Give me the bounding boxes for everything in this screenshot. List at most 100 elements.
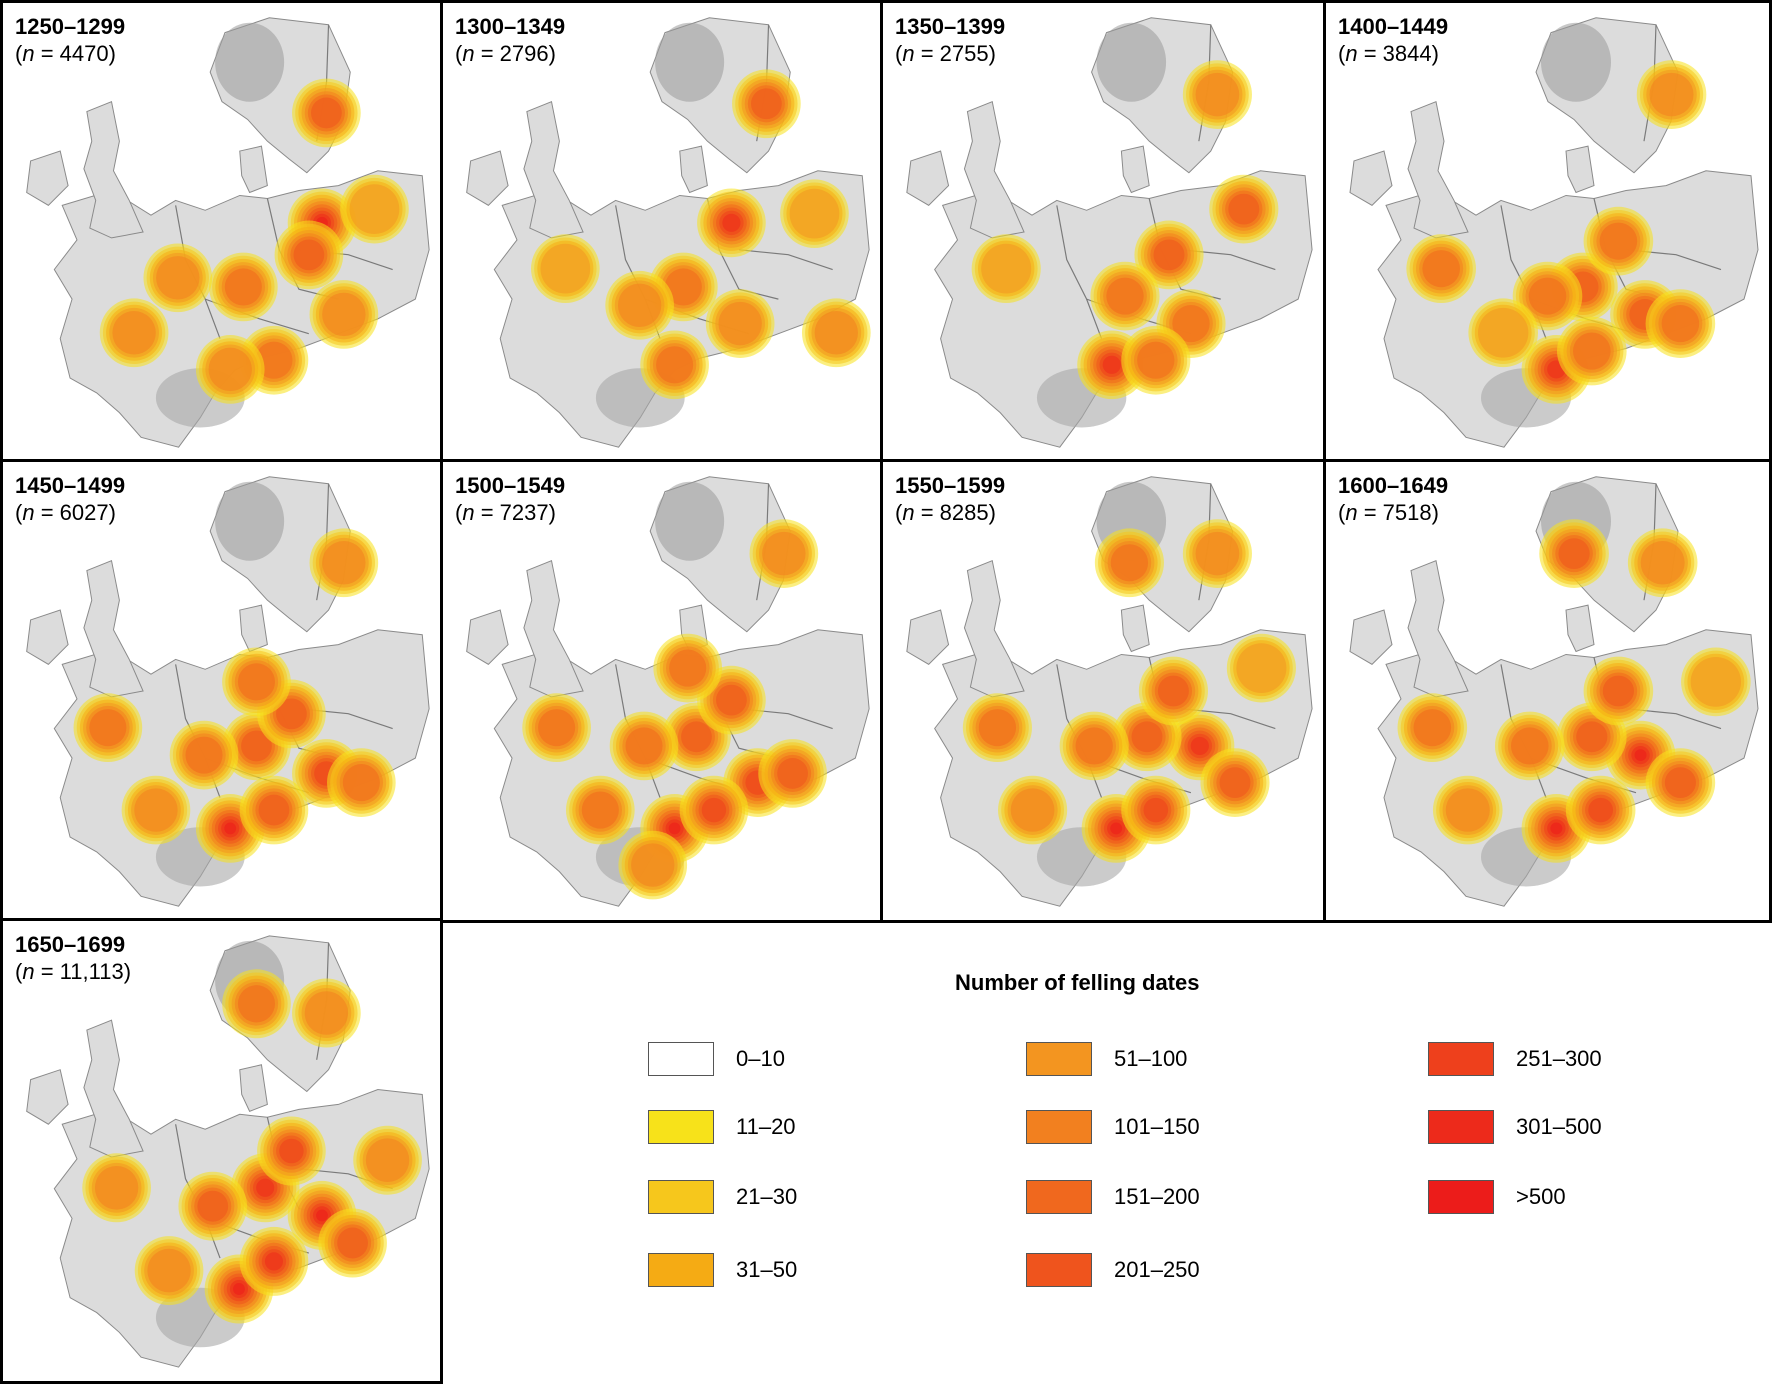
panel-count: (n = 8285) bbox=[895, 500, 996, 525]
map-svg bbox=[26, 476, 430, 907]
n-var: n bbox=[1345, 500, 1358, 525]
density-hotspot bbox=[1690, 656, 1742, 707]
panel-period: 1550–1599 bbox=[895, 473, 1006, 498]
land-shape bbox=[523, 101, 584, 239]
density-hotspot bbox=[668, 822, 681, 835]
density-hotspot bbox=[279, 1138, 304, 1164]
land-shape bbox=[83, 101, 144, 239]
land-shape bbox=[1565, 604, 1595, 653]
legend-swatch bbox=[1026, 1110, 1092, 1144]
land-shape bbox=[466, 150, 509, 206]
n-value: 2796 bbox=[499, 41, 549, 66]
map-panel: 1450–1499 (n = 6027) bbox=[0, 459, 443, 923]
density-hotspot bbox=[1413, 709, 1452, 747]
density-hotspot bbox=[1510, 727, 1549, 765]
land-shape bbox=[1407, 101, 1469, 239]
panel-period: 1650–1699 bbox=[15, 932, 126, 957]
n-value: 7237 bbox=[499, 500, 549, 525]
density-hotspot bbox=[237, 663, 276, 701]
land-shape bbox=[523, 560, 584, 698]
density-hotspot bbox=[1599, 222, 1638, 260]
relief-shade bbox=[215, 22, 285, 102]
density-hotspot bbox=[1075, 727, 1113, 765]
legend-swatch bbox=[648, 1180, 714, 1214]
panel-label: 1600–1649 (n = 7518) bbox=[1338, 472, 1448, 526]
panel-label: 1450–1499 (n = 6027) bbox=[15, 472, 125, 526]
country-border bbox=[738, 249, 833, 271]
density-hotspot bbox=[112, 311, 156, 355]
land-shape bbox=[963, 560, 1025, 698]
density-hotspot bbox=[617, 283, 662, 327]
density-hotspot bbox=[1131, 721, 1163, 753]
legend-swatch bbox=[1428, 1110, 1494, 1144]
density-hotspot bbox=[1236, 643, 1287, 693]
panel-period: 1250–1299 bbox=[15, 14, 126, 39]
land-shape bbox=[1120, 145, 1150, 194]
land-shape bbox=[26, 1069, 69, 1125]
map-svg bbox=[466, 476, 870, 907]
density-hotspot bbox=[1172, 305, 1210, 343]
panel-label: 1300–1349 (n = 2796) bbox=[455, 13, 565, 67]
n-value: 7518 bbox=[1382, 500, 1432, 525]
density-hotspot bbox=[1661, 305, 1700, 343]
density-hotspot bbox=[1110, 822, 1123, 835]
panel-period: 1600–1649 bbox=[1338, 473, 1449, 498]
map-svg bbox=[26, 17, 430, 448]
panel-label: 1400–1449 (n = 3844) bbox=[1338, 13, 1448, 67]
density-hotspot bbox=[1195, 531, 1240, 576]
relief-shade bbox=[215, 481, 285, 561]
n-value: 3844 bbox=[1382, 41, 1432, 66]
density-hotspot bbox=[134, 788, 178, 832]
density-hotspot bbox=[540, 243, 591, 294]
legend-swatch bbox=[1428, 1180, 1494, 1214]
density-hotspot bbox=[1640, 541, 1685, 585]
land-shape bbox=[963, 101, 1025, 239]
density-hotspot bbox=[224, 268, 262, 306]
panel-count: (n = 7518) bbox=[1338, 500, 1439, 525]
density-hotspot bbox=[1106, 277, 1144, 315]
density-hotspot bbox=[147, 1248, 191, 1293]
map-svg bbox=[1349, 476, 1759, 907]
legend-swatch bbox=[648, 1110, 714, 1144]
legend-title: Number of felling dates bbox=[955, 970, 1200, 995]
density-hotspot bbox=[718, 301, 762, 346]
density-hotspot bbox=[1157, 675, 1189, 707]
density-hotspot bbox=[762, 531, 806, 576]
density-hotspot bbox=[365, 1138, 410, 1183]
legend-swatch bbox=[1026, 1180, 1092, 1214]
density-hotspot bbox=[1576, 721, 1608, 753]
n-var: n bbox=[22, 959, 35, 984]
density-hotspot bbox=[1634, 749, 1647, 762]
density-hotspot bbox=[255, 341, 293, 379]
legend-label: 151–200 bbox=[1114, 1184, 1200, 1209]
country-border bbox=[1056, 205, 1103, 339]
density-hotspot bbox=[322, 541, 366, 585]
density-hotspot bbox=[664, 268, 702, 306]
density-hotspot bbox=[1190, 736, 1209, 756]
map-panel: 1250–1299 (n = 4470) bbox=[0, 0, 443, 464]
density-hotspot bbox=[304, 991, 349, 1035]
n-var: n bbox=[902, 500, 915, 525]
legend-swatch bbox=[1026, 1042, 1092, 1076]
density-hotspot bbox=[185, 736, 223, 774]
panel-label: 1500–1549 (n = 7237) bbox=[455, 472, 565, 526]
panel-count: (n = 6027) bbox=[15, 500, 116, 525]
density-hotspot bbox=[94, 1165, 139, 1210]
relief-shade bbox=[655, 481, 725, 561]
density-hotspot bbox=[1649, 72, 1694, 117]
density-hotspot bbox=[701, 797, 727, 823]
density-hotspot bbox=[224, 822, 237, 835]
density-hotspot bbox=[241, 730, 272, 762]
legend-swatch bbox=[648, 1253, 714, 1287]
density-hotspot bbox=[1153, 239, 1185, 271]
density-hotspot bbox=[1573, 332, 1611, 370]
land-shape bbox=[26, 609, 69, 665]
density-hotspot bbox=[722, 213, 741, 232]
legend-label: 201–250 bbox=[1114, 1257, 1200, 1282]
land-shape bbox=[1120, 604, 1150, 653]
density-hotspot bbox=[342, 764, 380, 802]
density-hotspot bbox=[750, 88, 782, 120]
land-shape bbox=[83, 560, 144, 698]
panel-period: 1350–1399 bbox=[895, 14, 1006, 39]
relief-shade bbox=[1096, 22, 1167, 102]
